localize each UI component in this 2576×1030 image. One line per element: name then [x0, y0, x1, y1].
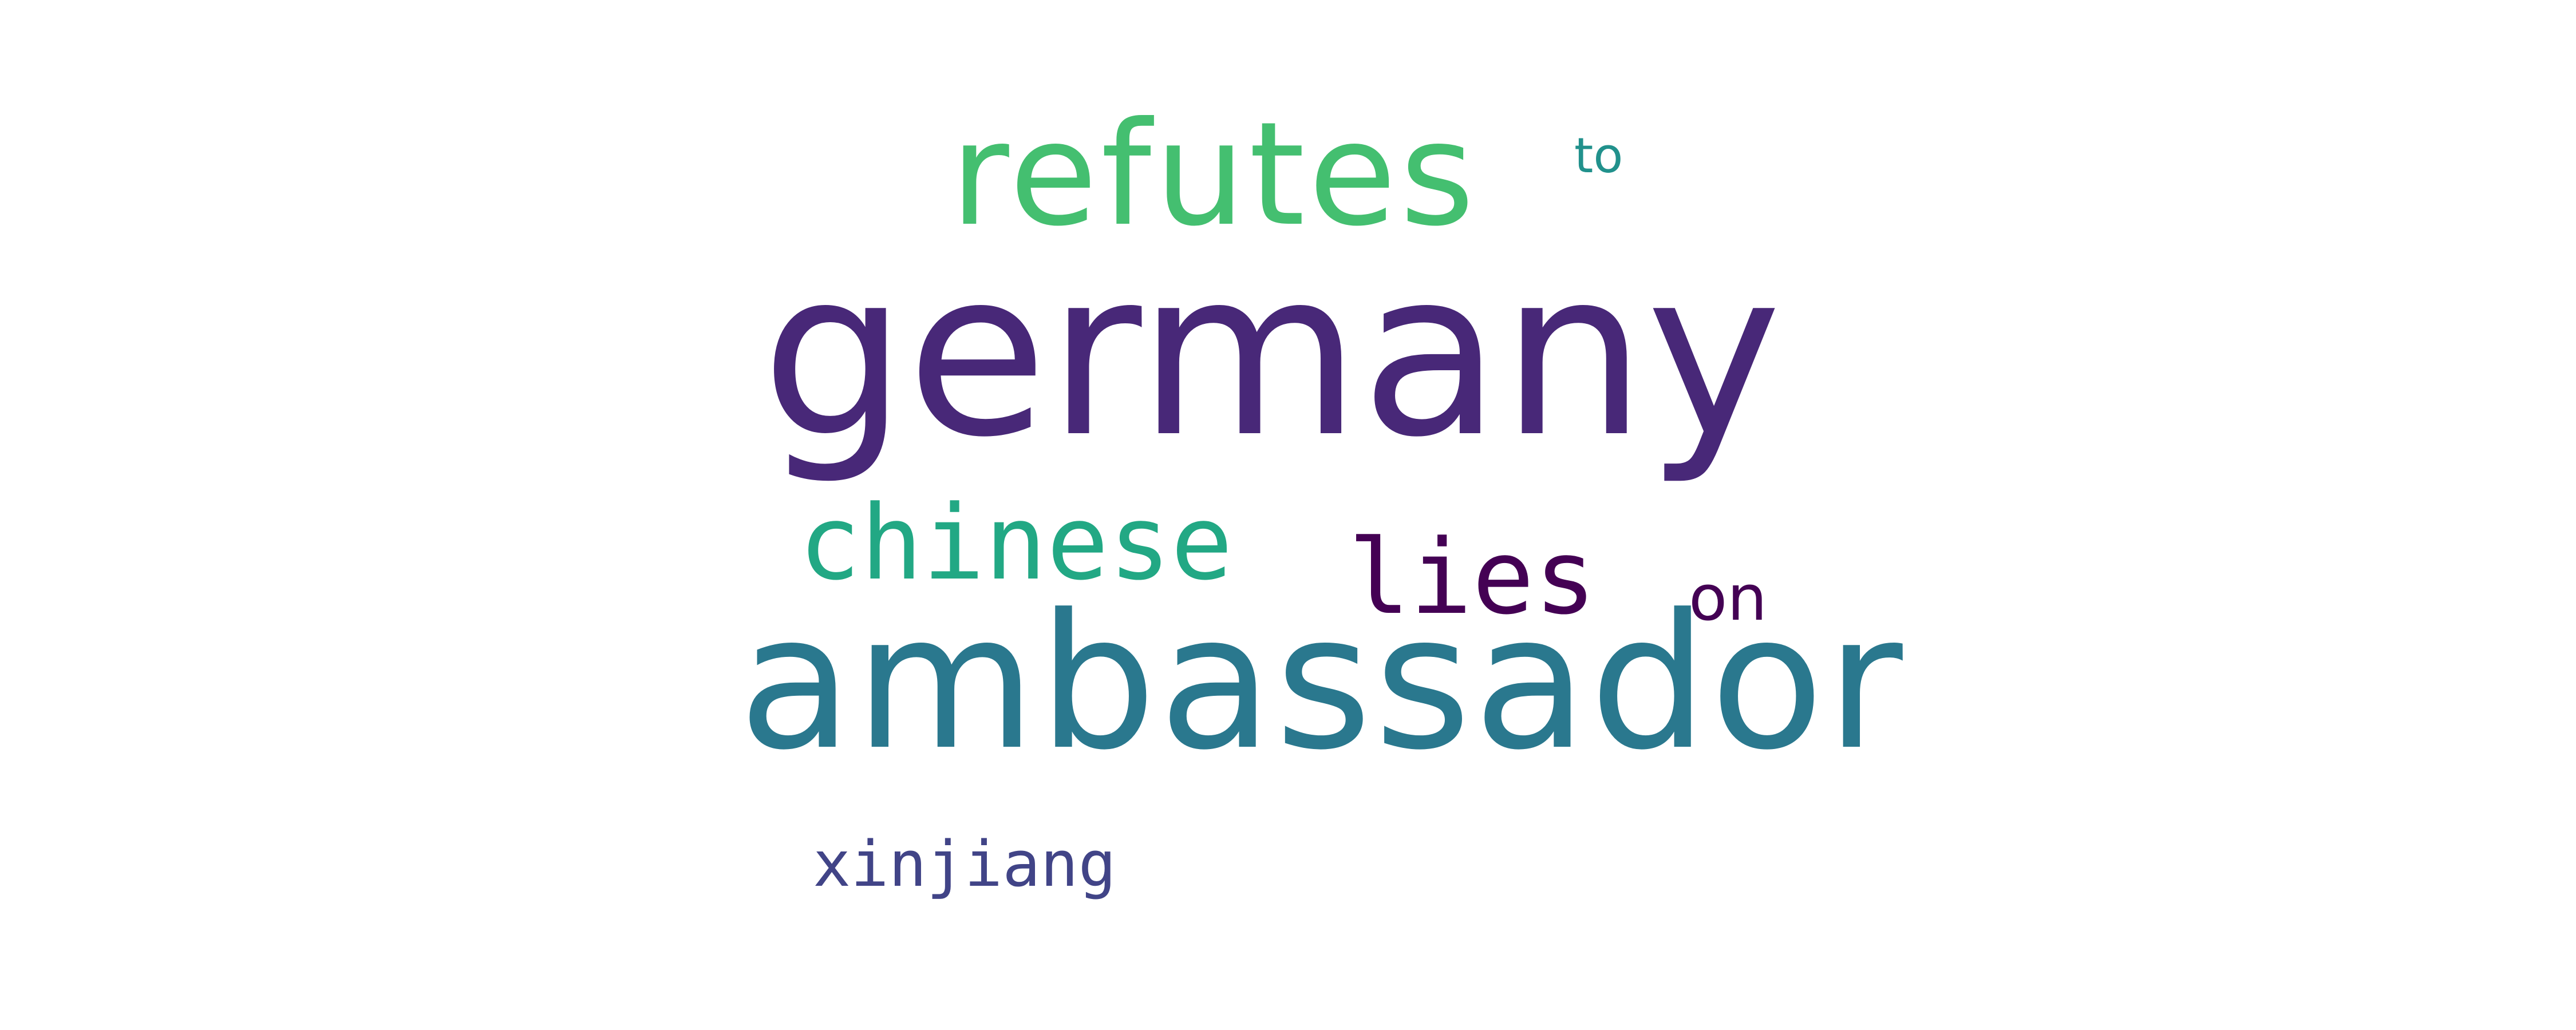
word-xinjiang: xinjiang [813, 827, 1116, 901]
word-lies: lies [1348, 518, 1597, 637]
word-refutes: refutes [950, 91, 1478, 258]
word-to: to [1574, 128, 1623, 184]
word-ambassador: ambassador [738, 574, 1905, 791]
word-chinese: chinese [799, 484, 1233, 603]
word-on: on [1689, 561, 1768, 635]
word-germany: germany [761, 221, 1782, 488]
